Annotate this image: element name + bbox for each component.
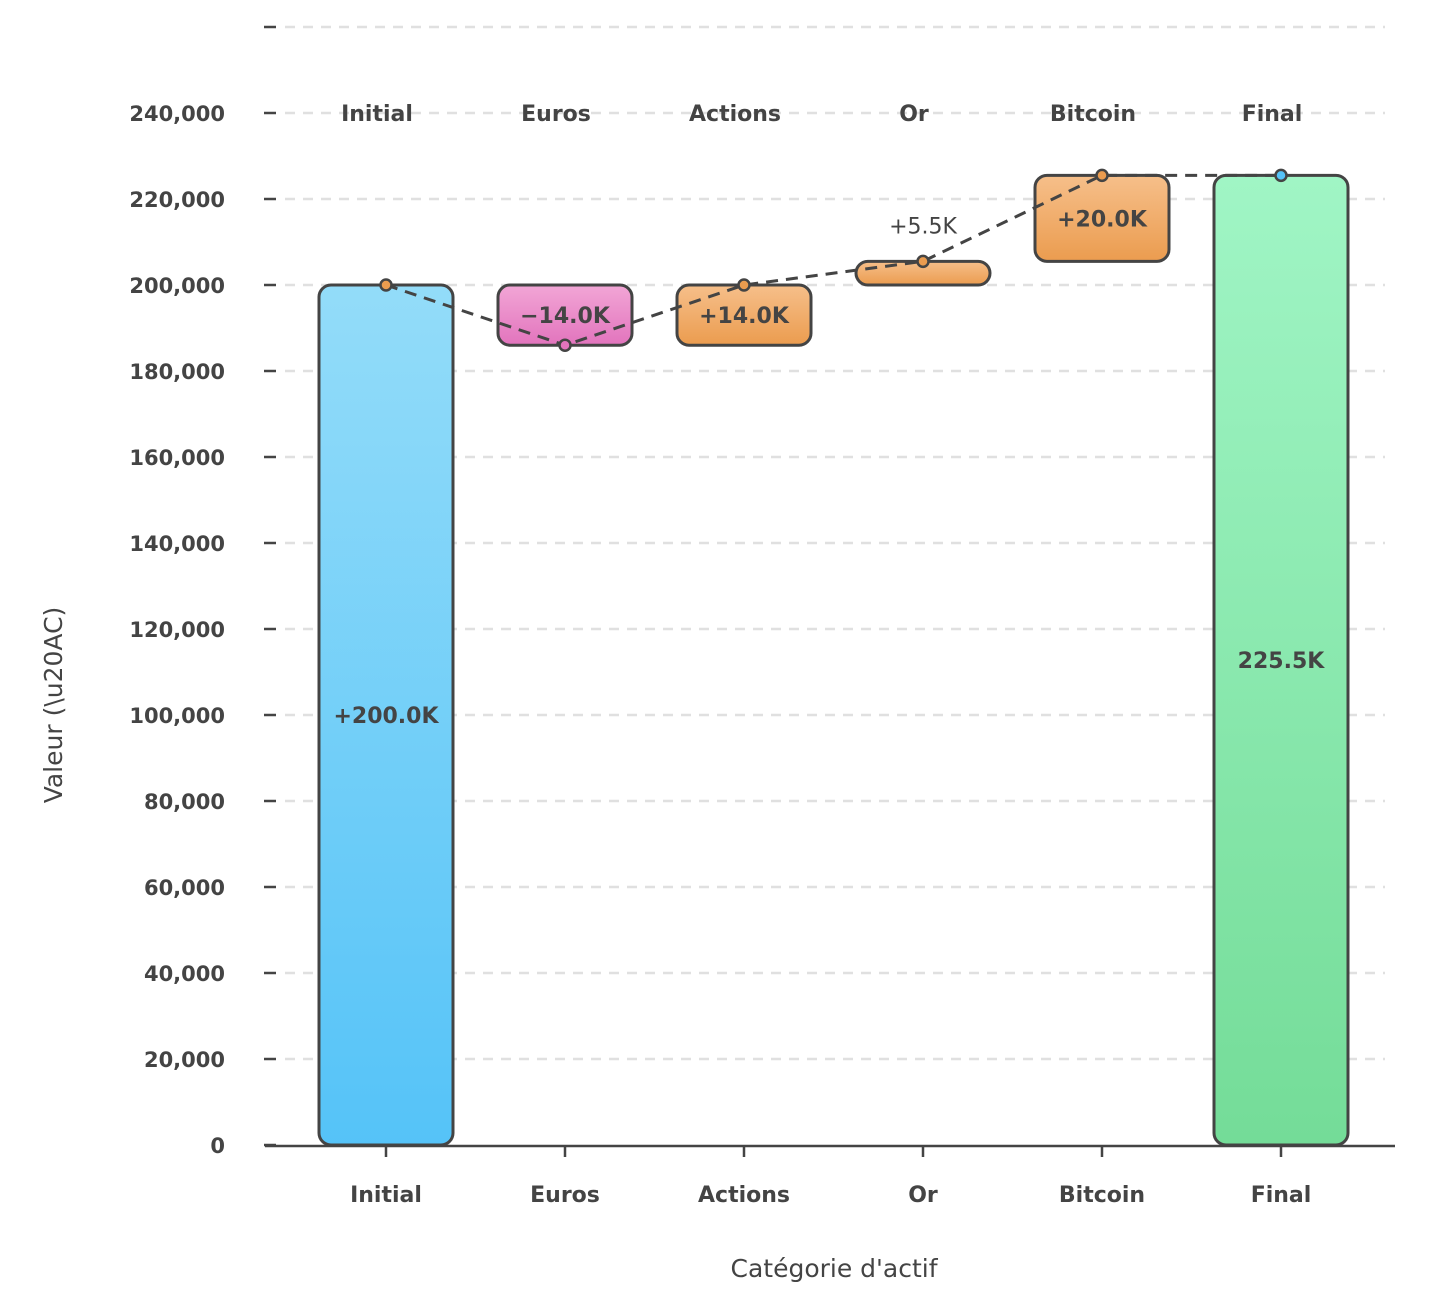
data-label: +5.5K xyxy=(889,214,957,239)
y-axis-label: Valeur (\u20AC) xyxy=(39,607,68,804)
data-label: −14.0K xyxy=(520,304,611,329)
y-tick-label: 120,000 xyxy=(129,618,225,642)
top-category-label: Euros xyxy=(521,102,591,127)
y-tick-label: 200,000 xyxy=(129,274,225,298)
x-tick-label: Final xyxy=(1251,1183,1312,1208)
top-category-label: Final xyxy=(1242,102,1303,127)
x-axis-label: Catégorie d'actif xyxy=(730,1254,938,1283)
x-tick-label: Euros xyxy=(530,1183,600,1208)
y-tick-label: 80,000 xyxy=(144,790,225,814)
x-tick-label: Or xyxy=(908,1183,938,1208)
data-label: +20.0K xyxy=(1057,207,1148,232)
y-tick-label: 180,000 xyxy=(129,360,225,384)
x-tick-label: Bitcoin xyxy=(1059,1183,1145,1208)
connector-point xyxy=(916,254,930,269)
y-tick-label: 40,000 xyxy=(144,962,225,986)
connector-point xyxy=(737,278,751,292)
y-tick-label: 0 xyxy=(210,1134,225,1158)
top-category-label: Initial xyxy=(341,102,413,127)
y-tick-label: 140,000 xyxy=(129,532,225,556)
y-tick-label: 240,000 xyxy=(129,102,225,126)
data-label: 225.5K xyxy=(1238,649,1326,674)
y-tick-label: 20,000 xyxy=(144,1048,225,1072)
top-category-label: Or xyxy=(899,102,929,127)
data-label: +200.0K xyxy=(333,704,439,729)
y-tick-label: 100,000 xyxy=(129,704,225,728)
top-category-label: Actions xyxy=(689,102,781,127)
connector-point xyxy=(558,338,572,352)
data-label: +14.0K xyxy=(699,304,790,329)
x-tick-label: Actions xyxy=(698,1183,790,1208)
y-tick-label: 220,000 xyxy=(129,188,225,212)
y-tick-label: 60,000 xyxy=(144,876,225,900)
connector-line xyxy=(385,173,1281,347)
x-tick-label: Initial xyxy=(350,1183,422,1208)
connector-point xyxy=(1095,168,1109,183)
connector-point xyxy=(1274,168,1288,183)
y-tick-label: 160,000 xyxy=(129,446,225,470)
connector-point xyxy=(379,278,393,292)
top-category-label: Bitcoin xyxy=(1050,102,1136,127)
